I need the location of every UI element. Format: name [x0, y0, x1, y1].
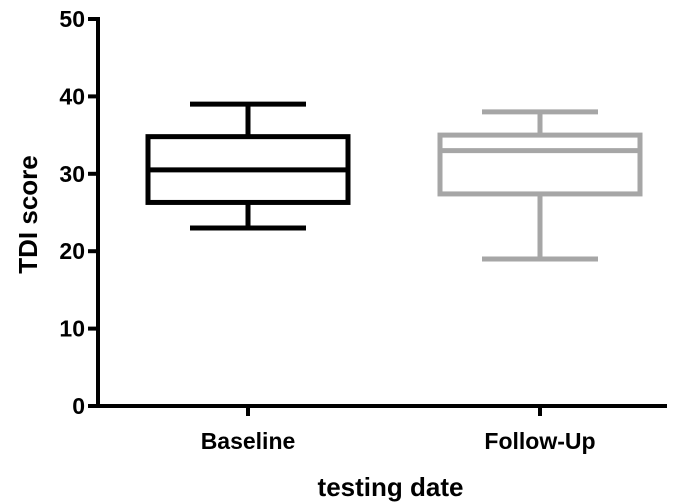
box-baseline	[145, 101, 351, 231]
y-tick-label: 0	[72, 393, 85, 419]
x-tick-label: Baseline	[201, 428, 296, 454]
y-tick-label: 10	[59, 316, 85, 342]
y-tick-label: 40	[59, 83, 85, 109]
y-tick-label: 30	[59, 161, 85, 187]
iqr-box	[437, 132, 643, 197]
x-axis-ticks: Baseline Follow-Up	[201, 406, 596, 454]
y-axis-title: TDI score	[13, 155, 43, 274]
y-tick-label: 50	[59, 6, 85, 32]
boxes	[145, 101, 643, 262]
x-tick-label: Follow-Up	[484, 428, 595, 454]
box-follow-up	[437, 109, 643, 262]
y-tick-label: 20	[59, 238, 85, 264]
x-axis-title: testing date	[318, 472, 464, 502]
y-axis-ticks: 0 10 20 30 40 50	[59, 6, 98, 419]
axes	[96, 17, 667, 408]
